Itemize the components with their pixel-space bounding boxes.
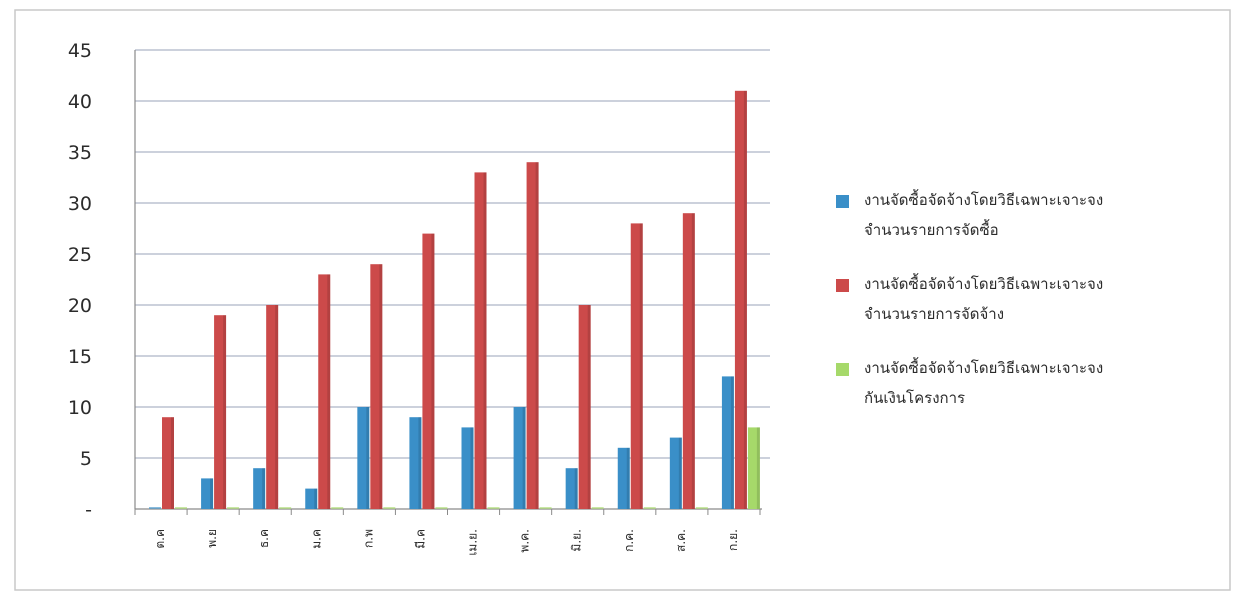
bar-shade: [483, 172, 487, 509]
bar: [201, 478, 214, 509]
bar-shade: [756, 427, 760, 509]
bar-shade: [210, 478, 214, 509]
bar: [461, 427, 474, 509]
legend-label: จำนวนรายการจัดจ้าง: [864, 305, 1004, 323]
legend-swatch: [836, 279, 849, 292]
bar-shade: [379, 264, 383, 509]
bar: [370, 264, 383, 509]
x-tick-label: ก.ย.: [726, 529, 740, 551]
x-tick-label: เม.ย.: [466, 529, 480, 556]
y-tick-label: 20: [68, 295, 92, 317]
bar-shade: [314, 488, 318, 509]
bar-shade: [730, 376, 734, 509]
bar-shade: [639, 223, 643, 509]
bar-shade: [691, 213, 695, 509]
y-tick-label: -: [85, 499, 92, 521]
legend-label: งานจัดซื้อจัดจ้างโดยวิธีเฉพาะเจาะจง: [864, 273, 1103, 293]
legend-swatch: [836, 195, 849, 208]
bar: [565, 468, 578, 509]
bar: [383, 507, 396, 509]
bar: [630, 223, 643, 509]
bar: [513, 407, 526, 509]
bar: [734, 90, 747, 510]
bar-shade: [535, 162, 539, 509]
bar-shade: [366, 407, 370, 509]
y-tick-label: 10: [68, 397, 92, 419]
y-tick-label: 35: [68, 142, 92, 164]
bar: [253, 468, 266, 509]
x-tick-label: มี.ค: [413, 529, 427, 549]
bar-shade: [587, 305, 591, 509]
bar-shade: [418, 417, 422, 509]
bar-shade: [275, 305, 279, 509]
bar-shade: [574, 468, 578, 509]
bar-shade: [171, 417, 174, 509]
y-tick-label: 40: [68, 91, 92, 113]
y-tick-label: 5: [80, 448, 92, 470]
legend-label: งานจัดซื้อจัดจ้างโดยวิธีเฉพาะเจาะจง: [864, 189, 1103, 209]
bar: [617, 447, 630, 509]
bar: [435, 507, 448, 509]
bar-shade: [431, 233, 435, 509]
bar-shade: [522, 407, 526, 509]
bar-shade: [743, 90, 747, 510]
bar: [409, 417, 422, 509]
bars: [149, 90, 760, 510]
bar: [357, 407, 370, 509]
legend-label: งานจัดซื้อจัดจ้างโดยวิธีเฉพาะเจาะจง: [864, 357, 1103, 377]
bar: [422, 233, 435, 509]
bar: [643, 507, 656, 509]
bar: [487, 507, 500, 509]
bar: [474, 172, 487, 509]
y-tick-label: 30: [68, 193, 92, 215]
bar: [279, 507, 292, 509]
legend: งานจัดซื้อจัดจ้างโดยวิธีเฉพาะเจาะจงจำนวน…: [836, 189, 1103, 407]
bar: [162, 417, 174, 509]
axes: [134, 50, 762, 515]
bar: [526, 162, 539, 509]
y-tick-label: 15: [68, 346, 92, 368]
bar: [747, 427, 760, 509]
bar-shade: [678, 437, 682, 509]
legend-label: กันเงินโครงการ: [864, 389, 965, 407]
bar: [331, 507, 344, 509]
y-tick-label: 25: [68, 244, 92, 266]
bar: [214, 315, 227, 509]
x-tick-label: ต.ค: [153, 529, 167, 549]
bar: [149, 507, 161, 509]
x-tick-label: ก.พ: [361, 529, 375, 548]
bar: [721, 376, 734, 509]
x-tick-labels: ต.ค พ.ย ธ.ค ม.ค ก.พ มี.ค เม.ย. พ.ค. มิ.ย. ก.ค. ส.ค…: [153, 529, 740, 556]
x-tick-label: พ.ค.: [518, 529, 532, 553]
bar: [578, 305, 591, 509]
bar-shade: [470, 427, 474, 509]
bar-shade: [327, 274, 331, 509]
bar: [669, 437, 682, 509]
x-tick-label: ธ.ค: [257, 529, 271, 548]
bar-shade: [626, 447, 630, 509]
bar: [682, 213, 695, 509]
bar: [227, 507, 240, 509]
gridlines: [135, 49, 770, 459]
bar: [591, 507, 604, 509]
y-tick-labels: - 5 10 15 20 25 30 35 40 45: [68, 40, 92, 521]
bar: [695, 507, 708, 509]
bar-shade: [223, 315, 227, 509]
bar: [305, 488, 318, 509]
bar: [175, 507, 187, 509]
legend-swatch: [836, 363, 849, 376]
x-tick-label: ก.ค.: [622, 529, 636, 552]
x-tick-label: พ.ย: [205, 529, 219, 548]
bar: [318, 274, 331, 509]
legend-label: จำนวนรายการจัดซื้อ: [864, 219, 999, 239]
y-tick-label: 45: [68, 40, 92, 62]
bar: [539, 507, 552, 509]
x-tick-label: ม.ค: [309, 529, 323, 549]
bar: [266, 305, 279, 509]
x-tick-label: ส.ค.: [674, 529, 688, 552]
x-tick-label: มิ.ย.: [570, 529, 584, 552]
bar-shade: [262, 468, 266, 509]
